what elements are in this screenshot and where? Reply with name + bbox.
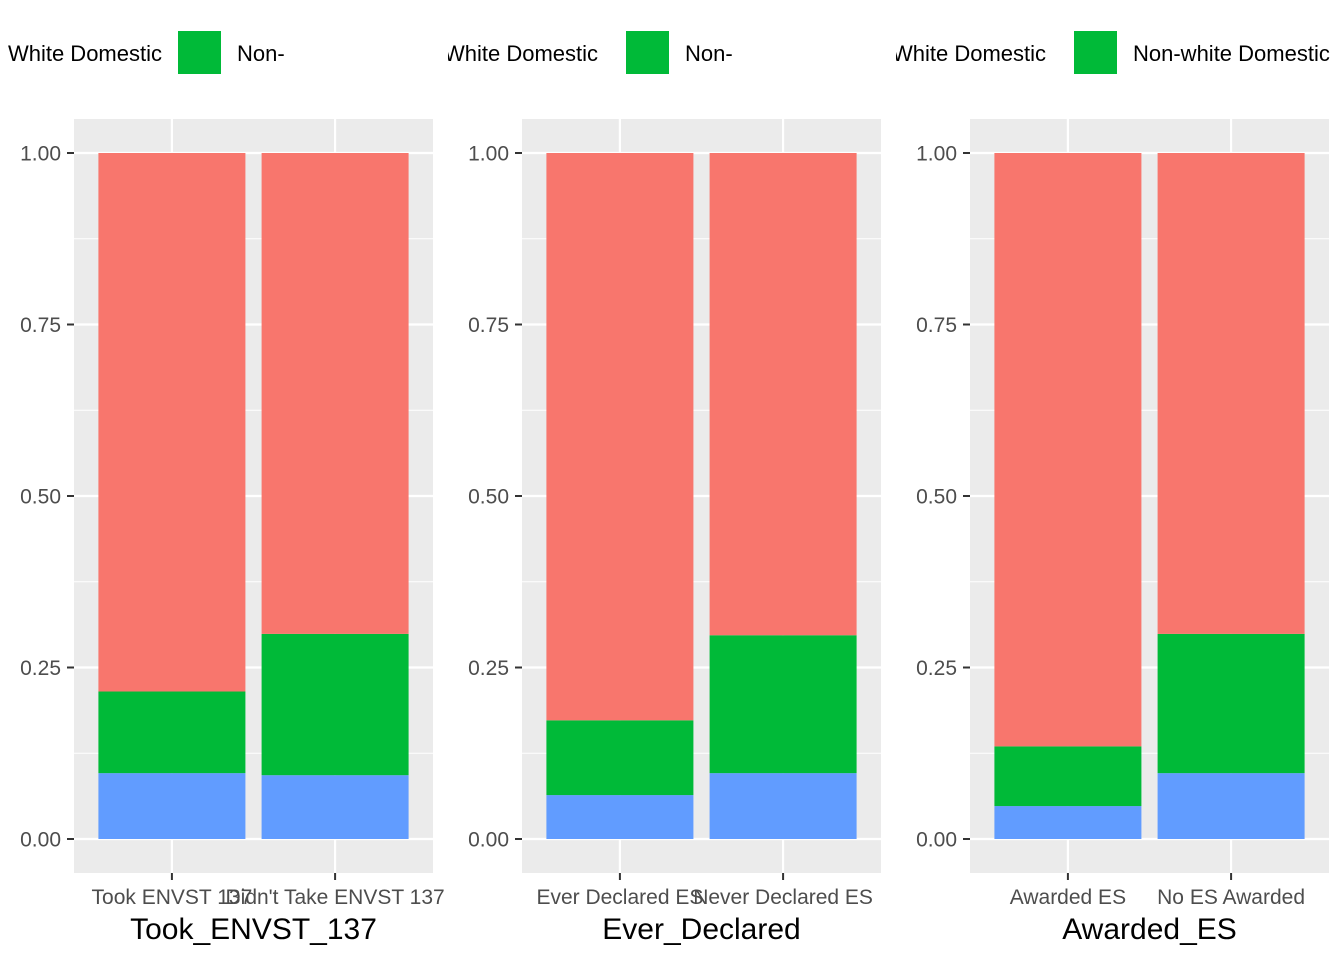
y-tick-label: 1.00 xyxy=(916,143,957,166)
y-tick-label: 0.00 xyxy=(20,829,61,852)
legend-label-1: White Domestic xyxy=(892,41,1046,66)
legend-1: White Domestic Non- xyxy=(8,31,285,74)
legend-key-1 xyxy=(833,31,876,74)
y-tick-label: 0.25 xyxy=(916,657,957,680)
bar-segment-2-2 xyxy=(1157,633,1305,774)
legend-2: Race White Domestic Non- xyxy=(302,31,733,74)
legend-label-2: Non-white Domestic xyxy=(1133,41,1330,66)
y-tick-label: 1.00 xyxy=(20,143,61,166)
bar-segment-1-2 xyxy=(261,775,409,839)
x-tick-label: Awarded ES xyxy=(1010,886,1126,909)
legend-label-2: Non- xyxy=(685,41,733,66)
x-tick-label: Ever Declared ES xyxy=(536,886,703,909)
y-tick-label: 0.75 xyxy=(916,314,957,337)
legend-title: Race xyxy=(750,38,815,69)
x-axis-title: Ever_Declared xyxy=(602,913,800,946)
bar-segment-3-2 xyxy=(1157,153,1305,634)
x-tick-label: No ES Awarded xyxy=(1157,886,1305,909)
y-tick-label: 0.00 xyxy=(468,829,509,852)
bar-segment-2-2 xyxy=(709,635,857,774)
chart-panel-2: 0.00 0.25 0.50 0.75 1.00 Ever Declared ESNeve… xyxy=(468,119,881,946)
chart-panel-3: 0.00 0.25 0.50 0.75 1.00 Awarded ES No ES Awar… xyxy=(916,119,1329,946)
bar-segment-2-1 xyxy=(546,720,694,796)
x-axis-title: Awarded_ES xyxy=(1062,913,1237,946)
legend-label-1: White Domestic xyxy=(8,41,162,66)
chart-panel-1: 0.00 0.25 0.50 0.75 1.00 Took ENVST 137Didn't… xyxy=(20,119,445,946)
x-axis-title: Took_ENVST_137 xyxy=(130,913,377,946)
legend-key-2 xyxy=(1074,31,1117,74)
x-tick-label: Never Declared ES xyxy=(693,886,873,909)
bar-segment-1-1 xyxy=(994,806,1142,839)
y-tick-label: 0.50 xyxy=(20,486,61,509)
y-tick-label: 0.75 xyxy=(20,314,61,337)
legend-label-2: Non- xyxy=(237,41,285,66)
y-tick-label: 0.25 xyxy=(468,657,509,680)
bar-segment-1-1 xyxy=(98,773,246,839)
x-tick-label: Took ENVST 137 xyxy=(92,886,253,909)
legend-key-2 xyxy=(178,31,221,74)
bar-segment-2-1 xyxy=(98,691,246,774)
bar-segment-1-1 xyxy=(546,795,694,839)
legend-key-2 xyxy=(626,31,669,74)
bar-segment-1-2 xyxy=(1157,773,1305,839)
y-tick-label: 1.00 xyxy=(468,143,509,166)
y-tick-label: 0.00 xyxy=(916,829,957,852)
y-tick-label: 0.50 xyxy=(916,486,957,509)
legend-key-1 xyxy=(385,31,428,74)
y-tick-label: 0.75 xyxy=(468,314,509,337)
bar-segment-1-2 xyxy=(709,773,857,839)
legend-3: Race White Domestic Non-white Domestic xyxy=(750,31,1330,74)
x-axis-labels: Awarded ES No ES Awarded xyxy=(1010,886,1305,909)
bar-segment-2-2 xyxy=(261,633,409,776)
bar-segment-3-2 xyxy=(709,153,857,636)
bar-segment-3-1 xyxy=(994,153,1142,747)
bar-segment-3-1 xyxy=(546,153,694,721)
legend-title: Race xyxy=(302,38,367,69)
y-tick-label: 0.25 xyxy=(20,657,61,680)
x-tick-label: Didn't Take ENVST 137 xyxy=(225,886,444,909)
bar-segment-3-2 xyxy=(261,153,409,634)
bar-segment-2-1 xyxy=(994,746,1142,807)
legend-label-1: White Domestic xyxy=(444,41,598,66)
bar-segment-3-1 xyxy=(98,153,246,692)
y-tick-label: 0.50 xyxy=(468,486,509,509)
